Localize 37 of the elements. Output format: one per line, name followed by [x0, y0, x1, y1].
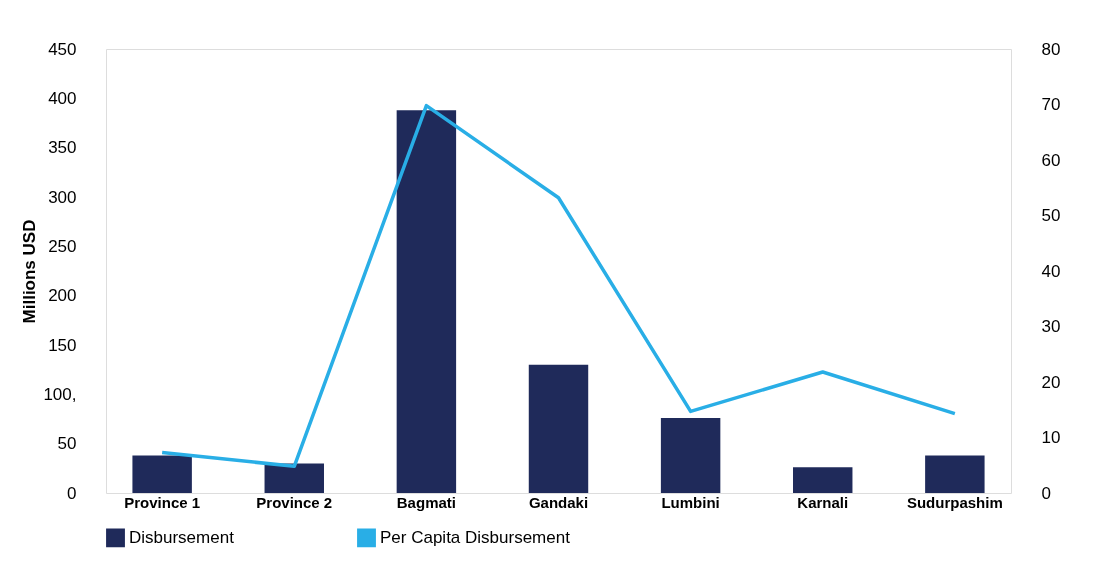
x-tick-label: Lumbini: [661, 493, 720, 511]
y2-tick-label: 80: [1041, 39, 1061, 59]
x-tick-label: Province 2: [256, 493, 333, 511]
bar: [264, 463, 324, 493]
y-axis-title: Millions USD: [20, 219, 40, 324]
x-tick-label: Gandaki: [528, 493, 589, 511]
legend-label: Per Capita Disbursement: [380, 527, 571, 547]
legend-label: Disbursement: [129, 527, 235, 547]
y-tick-label: 300: [48, 187, 77, 207]
bar: [528, 364, 589, 493]
y-tick-label: 400: [48, 88, 77, 108]
y-tick-label: 100,: [43, 384, 77, 404]
bar: [132, 455, 192, 493]
bar: [660, 418, 721, 493]
bar: [396, 110, 457, 493]
y-tick-label: 200: [48, 286, 77, 306]
x-tick-label: Sudurpashim: [906, 493, 1003, 511]
y-tick-label: 250: [48, 236, 77, 256]
y-tick-label: 450: [48, 39, 77, 59]
y-tick-label: 0: [67, 483, 77, 503]
y2-tick-label: 50: [1041, 206, 1061, 225]
bar: [793, 467, 853, 493]
y2-tick-label: 10: [1041, 428, 1061, 447]
bar: [925, 455, 985, 493]
y2-tick-label: 30: [1041, 317, 1061, 336]
y-tick-label: 350: [48, 138, 77, 158]
y-tick-label: 150: [48, 335, 77, 355]
y2-tick-label: 70: [1041, 95, 1061, 114]
line-series: [160, 103, 957, 469]
y2-tick-label: 60: [1041, 150, 1061, 170]
y-tick-label: 50: [57, 434, 77, 454]
y2-tick-label: 0: [1041, 483, 1051, 503]
x-tick-label: Bagmati: [396, 493, 456, 511]
x-tick-label: Province 1: [124, 493, 201, 511]
y2-tick-label: 20: [1041, 372, 1061, 392]
x-tick-label: Karnali: [797, 493, 849, 511]
y2-tick-label: 40: [1041, 261, 1061, 281]
